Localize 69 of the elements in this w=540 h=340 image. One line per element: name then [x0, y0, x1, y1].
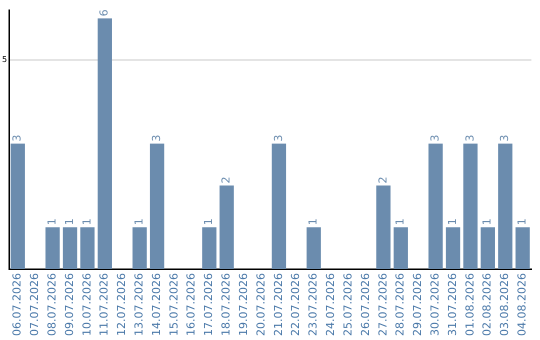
x-tick-label: 18.07.2026 [220, 273, 233, 336]
bar [306, 227, 321, 270]
bar [220, 185, 234, 270]
x-tick-label: 22.07.2026 [289, 273, 302, 336]
data-label: 3 [272, 134, 285, 142]
bar [202, 227, 216, 270]
x-tick-label: 12.07.2026 [115, 273, 128, 336]
x-tick-label: 11.07.2026 [98, 273, 111, 336]
x-tick-label: 19.07.2026 [236, 273, 250, 336]
bar [446, 227, 460, 270]
bar [132, 227, 147, 270]
data-label: 6 [98, 9, 111, 16]
x-tick-label: 04.08.2026 [516, 273, 529, 336]
data-label: 1 [516, 218, 529, 226]
x-tick-label: 13.07.2026 [132, 273, 146, 336]
x-tick-label: 08.07.2026 [45, 273, 58, 336]
data-label: 3 [498, 134, 512, 142]
data-label: 3 [428, 134, 442, 142]
data-label: 2 [376, 176, 390, 184]
y-tick-label: 5 [2, 55, 8, 64]
x-tick-label: 16.07.2026 [184, 273, 198, 336]
x-tick-label: 24.07.2026 [324, 273, 338, 336]
bar [498, 144, 512, 270]
data-label: 3 [10, 134, 24, 142]
x-tick-label: 29.07.2026 [411, 273, 424, 336]
data-label: 3 [463, 134, 476, 142]
x-tick-label: 23.07.2026 [306, 273, 320, 336]
data-label: 1 [480, 218, 494, 226]
x-tick-label: 31.07.2026 [446, 273, 459, 336]
x-tick-label: 07.07.2026 [28, 273, 42, 336]
x-tick-label: 21.07.2026 [272, 273, 285, 336]
data-label: 1 [202, 218, 216, 226]
bar [428, 144, 443, 270]
bar [150, 144, 164, 270]
bar [394, 227, 408, 270]
data-label: 3 [150, 134, 163, 142]
x-tick-label: 09.07.2026 [62, 273, 76, 336]
data-label: 1 [132, 218, 146, 226]
x-tick-label: 03.08.2026 [498, 273, 512, 336]
data-label: 2 [220, 176, 233, 184]
bar [62, 227, 78, 270]
data-label: 1 [80, 218, 94, 226]
data-label: 1 [45, 218, 58, 226]
bar [80, 227, 95, 270]
x-tick-label: 17.07.2026 [202, 273, 216, 336]
x-tick-label: 15.07.2026 [167, 273, 180, 336]
x-tick-label: 30.07.2026 [428, 273, 442, 336]
bar [376, 185, 391, 270]
x-tick-label: 14.07.2026 [150, 273, 163, 336]
x-tick-label: 01.08.2026 [463, 273, 476, 336]
x-tick-label: 06.07.2026 [10, 273, 24, 336]
x-tick-label: 10.07.2026 [80, 273, 94, 336]
data-label: 1 [62, 218, 76, 226]
data-label: 1 [446, 218, 459, 226]
bar [272, 144, 286, 270]
x-tick-label: 02.08.2026 [480, 273, 494, 336]
bar [98, 18, 112, 270]
x-tick-label: 28.07.2026 [394, 273, 407, 336]
bar [480, 227, 495, 270]
data-label: 1 [306, 218, 320, 226]
x-tick-label: 25.07.2026 [341, 273, 354, 336]
bar [10, 144, 25, 270]
x-tick-label: 26.07.2026 [358, 273, 372, 336]
bar [516, 227, 530, 270]
data-label: 1 [394, 218, 407, 226]
bar [463, 144, 478, 270]
bar [45, 227, 60, 270]
x-tick-label: 20.07.2026 [254, 273, 268, 336]
x-tick-label: 27.07.2026 [376, 273, 390, 336]
